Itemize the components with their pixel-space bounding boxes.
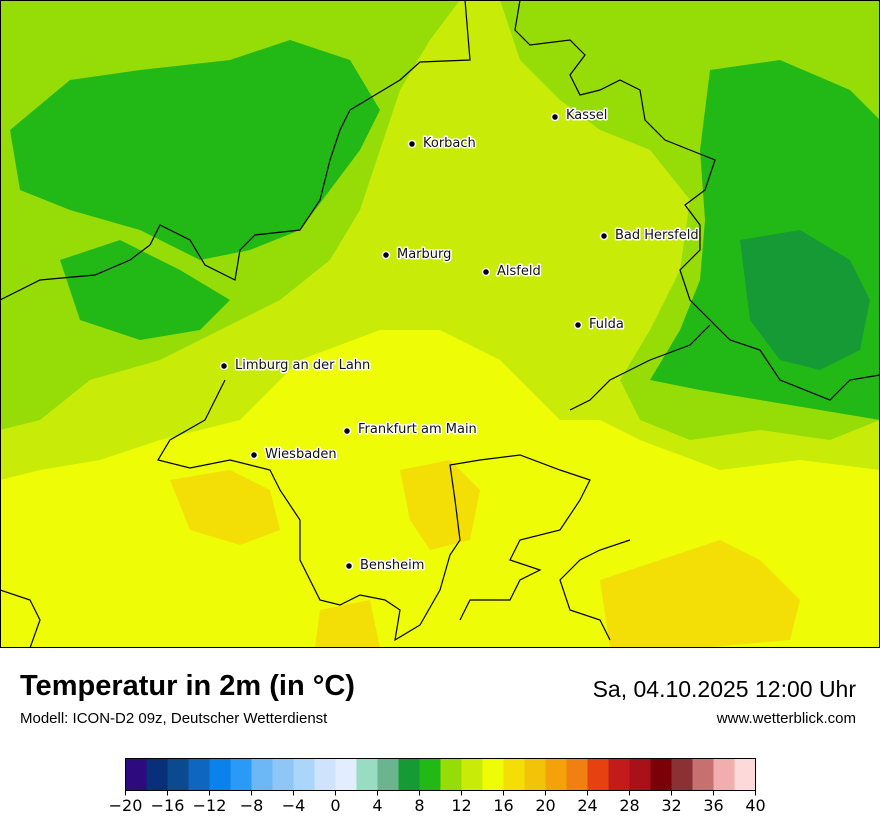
- city-label-fulda: Fulda: [589, 317, 624, 332]
- color-bin: [293, 758, 315, 791]
- tick-label: 40: [745, 796, 765, 815]
- color-bin: [629, 758, 651, 791]
- city-markers: Kassel Korbach Bad Hersfeld Marburg Alsf…: [219, 107, 700, 575]
- color-scale-border: [125, 758, 756, 791]
- color-bin: [209, 758, 231, 791]
- color-bin: [272, 758, 294, 791]
- city-dot-bensheim: [344, 561, 354, 571]
- city-dot-marburg: [381, 250, 391, 260]
- color-bin: [461, 758, 483, 791]
- color-bin: [545, 758, 567, 791]
- region-gold-sw: [170, 470, 280, 545]
- tick-label: 4: [372, 796, 382, 815]
- city-dot-bad-hersfeld: [599, 231, 609, 241]
- region-gold-se: [600, 540, 800, 648]
- color-bin: [587, 758, 609, 791]
- website-link[interactable]: www.wetterblick.com: [716, 710, 856, 727]
- city-dot-alsfeld: [481, 267, 491, 277]
- tick-label: −12: [193, 796, 227, 815]
- city-dot-limburg: [219, 361, 229, 371]
- color-bin: [713, 758, 735, 791]
- color-bin: [398, 758, 420, 791]
- city-label-korbach: Korbach: [423, 136, 476, 151]
- city-dot-frankfurt: [342, 426, 352, 436]
- color-bin: [419, 758, 441, 791]
- color-bin: [356, 758, 378, 791]
- city-label-bad-hersfeld: Bad Hersfeld: [615, 228, 699, 243]
- region-dark-green-nw: [10, 40, 380, 260]
- color-bin: [671, 758, 693, 791]
- model-info: Modell: ICON-D2 09z, Deutscher Wetterdie…: [20, 710, 328, 727]
- city-dot-kassel: [550, 112, 560, 122]
- tick-label: 8: [414, 796, 424, 815]
- tick-label: 20: [535, 796, 555, 815]
- tick-label: 16: [493, 796, 513, 815]
- city-label-wiesbaden: Wiesbaden: [265, 447, 337, 462]
- tick-label: −20: [109, 796, 143, 815]
- city-dot-fulda: [573, 320, 583, 330]
- color-scale-ticks: −20 −16 −12 −8 −4 0 4 8 12 16 20 24 28 32 36 40: [109, 790, 766, 815]
- region-gold-s: [315, 600, 380, 648]
- color-bin: [377, 758, 399, 791]
- city-label-bensheim: Bensheim: [360, 558, 424, 573]
- tick-label: 36: [703, 796, 723, 815]
- temperature-color-scale: −20 −16 −12 −8 −4 0 4 8 12 16 20 24 28 32 36 40: [109, 758, 766, 815]
- color-bin: [482, 758, 504, 791]
- region-dark-green-nw-2: [60, 240, 230, 340]
- color-bin: [230, 758, 252, 791]
- color-bin: [650, 758, 672, 791]
- color-bin: [503, 758, 525, 791]
- color-bin: [188, 758, 210, 791]
- forecast-datetime: Sa, 04.10.2025 12:00 Uhr: [592, 676, 856, 702]
- state-border: [0, 0, 880, 648]
- color-bin: [251, 758, 273, 791]
- city-label-frankfurt: Frankfurt am Main: [358, 422, 477, 437]
- color-bin: [440, 758, 462, 791]
- color-bin: [566, 758, 588, 791]
- temperature-map: Kassel Korbach Bad Hersfeld Marburg Alsf…: [0, 0, 880, 648]
- city-dot-korbach: [407, 139, 417, 149]
- tick-label: 24: [577, 796, 597, 815]
- tick-label: −4: [282, 796, 306, 815]
- region-deep-green-east: [740, 230, 870, 370]
- color-bin: [167, 758, 189, 791]
- city-label-kassel: Kassel: [566, 108, 607, 123]
- region-gold-south: [400, 460, 480, 550]
- color-bin: [125, 758, 147, 791]
- tick-label: 12: [451, 796, 471, 815]
- tick-label: −16: [151, 796, 185, 815]
- city-label-marburg: Marburg: [397, 247, 451, 262]
- tick-label: 28: [619, 796, 639, 815]
- map-title: Temperatur in 2m (in °C): [20, 670, 355, 702]
- tick-label: 32: [661, 796, 681, 815]
- color-bin: [608, 758, 630, 791]
- tick-label: −8: [240, 796, 264, 815]
- color-bin: [524, 758, 546, 791]
- color-bin: [335, 758, 357, 791]
- city-label-limburg: Limburg an der Lahn: [235, 358, 370, 373]
- city-label-alsfeld: Alsfeld: [497, 264, 541, 279]
- color-bin: [314, 758, 336, 791]
- city-dot-wiesbaden: [249, 450, 259, 460]
- tick-label: 0: [330, 796, 340, 815]
- color-scale-bins: [125, 758, 756, 791]
- color-bin: [146, 758, 168, 791]
- color-bin: [692, 758, 714, 791]
- color-bin: [734, 758, 756, 791]
